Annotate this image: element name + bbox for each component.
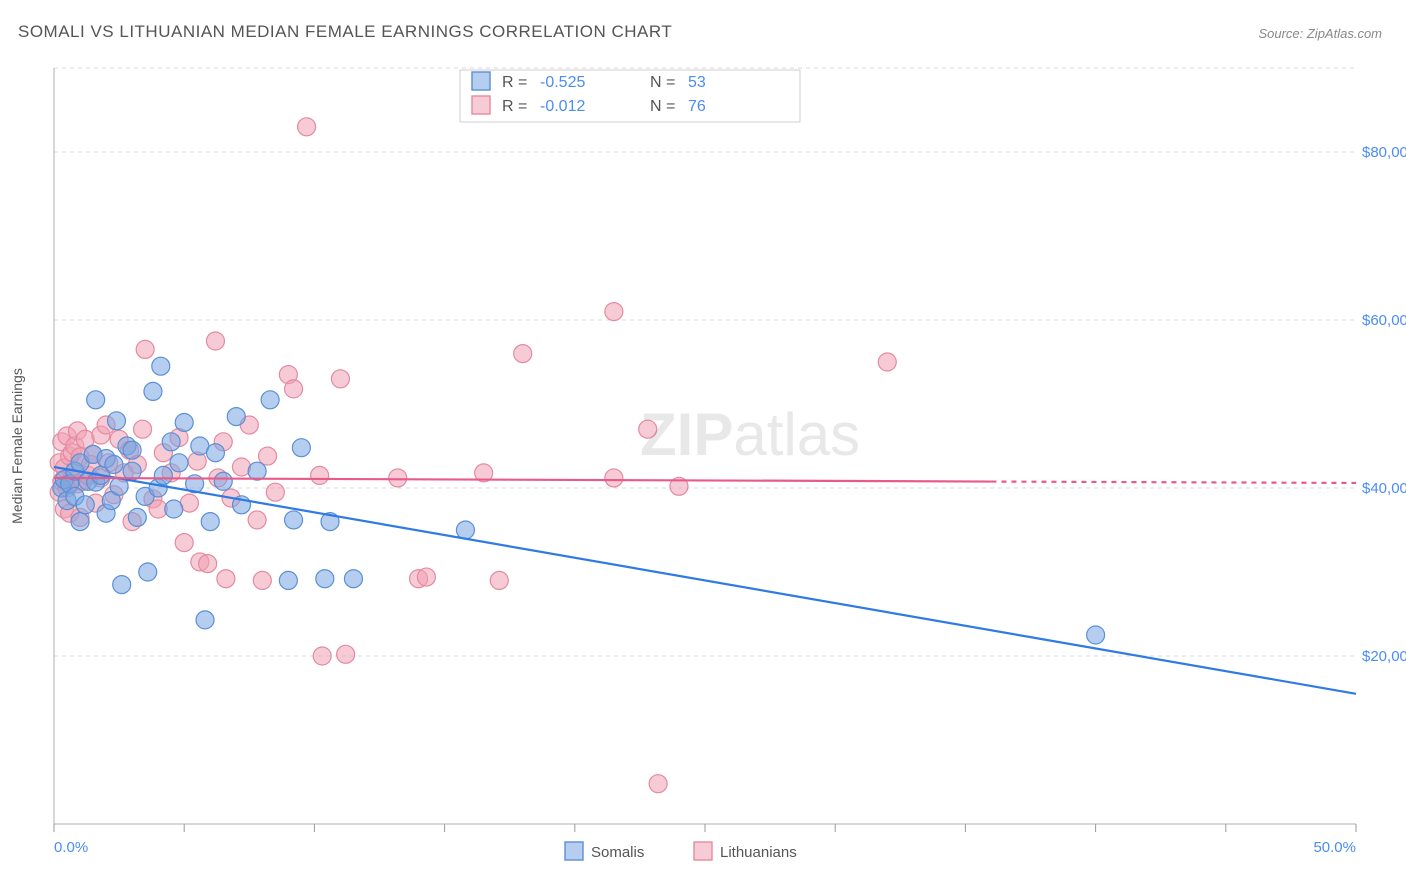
svg-text:$20,000: $20,000 bbox=[1362, 648, 1406, 665]
svg-text:0.0%: 0.0% bbox=[54, 839, 88, 856]
svg-text:R =: R = bbox=[502, 98, 527, 115]
chart-container: SOMALI VS LITHUANIAN MEDIAN FEMALE EARNI… bbox=[0, 0, 1406, 892]
chart-title: SOMALI VS LITHUANIAN MEDIAN FEMALE EARNI… bbox=[18, 22, 672, 42]
source-label: Source: ZipAtlas.com bbox=[1258, 26, 1382, 41]
svg-text:-0.012: -0.012 bbox=[540, 98, 585, 115]
svg-text:N =: N = bbox=[650, 98, 675, 115]
svg-text:R =: R = bbox=[502, 74, 527, 91]
svg-text:$40,000: $40,000 bbox=[1362, 480, 1406, 497]
svg-text:53: 53 bbox=[688, 74, 706, 91]
svg-text:Lithuanians: Lithuanians bbox=[720, 844, 797, 861]
svg-text:50.0%: 50.0% bbox=[1313, 839, 1356, 856]
svg-text:Somalis: Somalis bbox=[591, 844, 644, 861]
svg-text:Median Female Earnings: Median Female Earnings bbox=[9, 368, 25, 524]
svg-text:$60,000: $60,000 bbox=[1362, 312, 1406, 329]
svg-text:N =: N = bbox=[650, 74, 675, 91]
scatter-chart: $20,000 $40,000 $60,000 $80,000 0.0% 50.0% Med… bbox=[0, 56, 1406, 892]
svg-text:-0.525: -0.525 bbox=[540, 74, 585, 91]
svg-text:$80,000: $80,000 bbox=[1362, 144, 1406, 161]
svg-text:76: 76 bbox=[688, 98, 706, 115]
